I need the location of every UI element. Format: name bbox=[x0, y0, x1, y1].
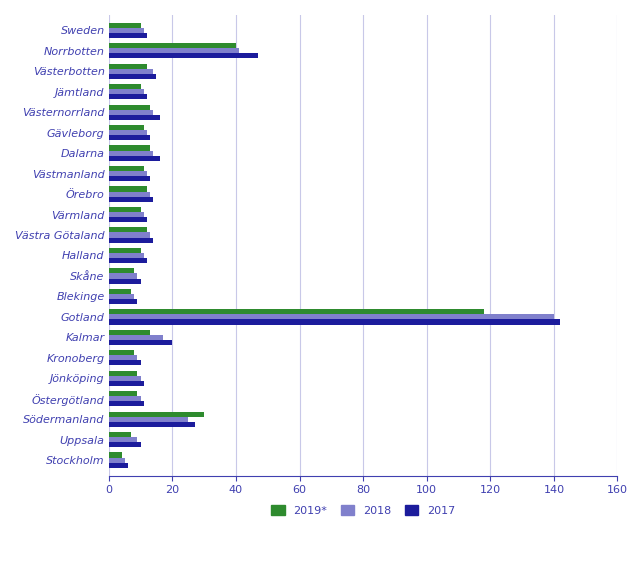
Bar bbox=[109, 84, 141, 89]
Bar bbox=[109, 197, 153, 202]
Bar bbox=[109, 238, 153, 243]
Bar bbox=[109, 432, 131, 437]
Bar bbox=[109, 130, 147, 136]
Bar bbox=[109, 371, 138, 376]
Bar bbox=[109, 64, 147, 69]
Bar bbox=[109, 74, 156, 79]
Bar bbox=[109, 89, 144, 94]
Bar bbox=[109, 314, 554, 319]
Bar bbox=[109, 146, 150, 151]
Bar bbox=[109, 299, 138, 304]
Bar bbox=[109, 391, 138, 396]
Bar bbox=[109, 335, 163, 340]
Bar bbox=[109, 248, 141, 253]
Bar bbox=[109, 48, 239, 53]
Bar bbox=[109, 43, 236, 48]
Bar bbox=[109, 94, 147, 99]
Bar bbox=[109, 69, 153, 74]
Bar bbox=[109, 232, 150, 238]
Bar bbox=[109, 319, 560, 324]
Bar bbox=[109, 104, 150, 109]
Bar bbox=[109, 217, 147, 222]
Bar bbox=[109, 437, 138, 442]
Bar bbox=[109, 151, 153, 156]
Bar bbox=[109, 171, 147, 176]
Bar bbox=[109, 166, 144, 171]
Bar bbox=[109, 207, 141, 212]
Bar bbox=[109, 23, 141, 28]
Legend: 2019*, 2018, 2017: 2019*, 2018, 2017 bbox=[267, 501, 460, 521]
Bar bbox=[109, 258, 147, 263]
Bar bbox=[109, 289, 131, 294]
Bar bbox=[109, 273, 138, 278]
Bar bbox=[109, 329, 150, 335]
Bar bbox=[109, 458, 125, 463]
Bar bbox=[109, 115, 159, 120]
Bar bbox=[109, 340, 172, 345]
Bar bbox=[109, 294, 134, 299]
Bar bbox=[109, 278, 141, 284]
Bar bbox=[109, 401, 144, 407]
Bar bbox=[109, 396, 141, 401]
Bar bbox=[109, 253, 144, 258]
Bar bbox=[109, 422, 195, 427]
Bar bbox=[109, 212, 144, 217]
Bar bbox=[109, 309, 484, 314]
Bar bbox=[109, 28, 144, 33]
Bar bbox=[109, 33, 147, 38]
Bar bbox=[109, 442, 141, 447]
Bar bbox=[109, 417, 188, 422]
Bar bbox=[109, 227, 147, 232]
Bar bbox=[109, 192, 150, 197]
Bar bbox=[109, 463, 128, 468]
Bar bbox=[109, 53, 258, 58]
Bar bbox=[109, 268, 134, 273]
Bar bbox=[109, 156, 159, 161]
Bar bbox=[109, 176, 150, 181]
Bar bbox=[109, 361, 141, 366]
Bar bbox=[109, 381, 144, 386]
Bar bbox=[109, 376, 141, 381]
Bar bbox=[109, 452, 122, 458]
Bar bbox=[109, 412, 204, 417]
Bar bbox=[109, 125, 144, 130]
Bar bbox=[109, 356, 138, 361]
Bar bbox=[109, 187, 147, 192]
Bar bbox=[109, 136, 150, 141]
Bar bbox=[109, 350, 134, 356]
Bar bbox=[109, 109, 153, 115]
